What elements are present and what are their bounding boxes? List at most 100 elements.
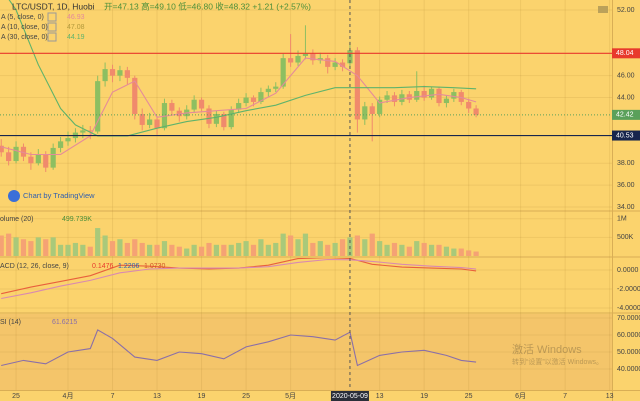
y-tick-label: 46.00 <box>617 73 635 80</box>
y-tick-label: 60.0000 <box>617 332 640 339</box>
y-tick-label: 40.0000 <box>617 366 640 373</box>
volume-bar <box>228 244 234 256</box>
candle-body <box>213 113 219 124</box>
candle-body <box>95 81 101 132</box>
candle-body <box>221 113 227 128</box>
volume-bar <box>451 248 457 256</box>
candle-body <box>265 88 271 93</box>
candle-body <box>288 58 294 63</box>
volume-bar <box>35 237 41 256</box>
pane-title: ACD (12, 26, close, 9) <box>0 263 69 270</box>
candle-body <box>384 95 390 100</box>
x-tick-label: 25 <box>242 393 250 400</box>
volume-bar <box>325 244 331 256</box>
candle-body <box>458 92 464 102</box>
volume-bar <box>161 241 168 256</box>
candle-body <box>0 145 4 153</box>
y-tick-label: 34.00 <box>617 204 635 211</box>
volume-bar <box>43 239 49 256</box>
x-tick-label: 13 <box>153 393 161 400</box>
y-tick-label: -2.0000 <box>617 286 640 293</box>
line-series <box>1 329 477 367</box>
candle-body <box>466 101 472 109</box>
volume-bar <box>466 250 472 256</box>
candle-body <box>436 88 442 104</box>
lines <box>1 329 477 367</box>
legend-name: A (10, close, 0) <box>1 24 48 31</box>
legend-value: 44.19 <box>67 34 85 41</box>
volume-bar <box>13 237 19 256</box>
candle-body <box>332 62 338 67</box>
candle-body <box>109 69 116 76</box>
legend-value: 47.08 <box>67 24 85 31</box>
volume-bar <box>317 241 323 256</box>
candle-body <box>87 130 93 132</box>
volume-bar <box>421 242 427 256</box>
volume-bar <box>0 235 4 256</box>
x-tick-label: 25 <box>465 393 473 400</box>
candle-body <box>147 119 153 125</box>
y-tick-label: 52.00 <box>617 7 635 14</box>
pane-title: olume (20) <box>0 216 33 223</box>
volume-bar <box>132 239 138 256</box>
lines <box>1 258 477 300</box>
price-tag <box>612 48 640 59</box>
candles <box>0 0 479 173</box>
candle-body <box>280 58 286 87</box>
candle-body <box>399 94 405 102</box>
candle-body <box>124 70 130 78</box>
legend-box <box>47 22 57 32</box>
candle-body <box>43 154 49 168</box>
candle-body <box>236 103 242 110</box>
legend-value: 46.93 <box>67 14 85 21</box>
volume-bar <box>176 246 182 256</box>
volume-bar <box>436 244 442 256</box>
watermark: 激活 Windows <box>512 342 582 356</box>
volume-bar <box>191 244 197 256</box>
x-tick-label: 13 <box>376 393 384 400</box>
rsi-background <box>0 314 612 390</box>
volume-bar <box>169 244 175 256</box>
candle-body <box>295 55 301 63</box>
x-tick-label: 13 <box>606 393 614 400</box>
x-tick-label: 5月 <box>285 392 296 400</box>
candle-body <box>406 94 412 100</box>
legend-name: A (5, close, 0) <box>1 14 44 21</box>
candle-body <box>325 58 331 67</box>
pane-title: SI (14) <box>0 319 21 326</box>
legend-name: A (30, close, 0) <box>1 34 48 41</box>
ohlc-readout: 开=47.13 高=49.10 低=46.80 收=48.32 +1.21 (+… <box>104 1 311 11</box>
candle-body <box>243 97 249 104</box>
x-tick-label: 19 <box>420 393 428 400</box>
pane-readout: 1.0730 <box>144 263 166 270</box>
y-tick-label: 38.00 <box>617 160 635 167</box>
candle-body <box>302 53 309 56</box>
price-tag-label: 42.42 <box>616 112 634 119</box>
volume-bar <box>428 244 435 256</box>
volume-bar <box>280 233 286 256</box>
legend-box <box>47 12 57 22</box>
candle-body <box>154 119 160 129</box>
volume-bar <box>65 244 71 256</box>
volume-bar <box>28 241 34 256</box>
volume-bar <box>72 242 79 256</box>
candle-body <box>421 90 427 98</box>
volume-bar <box>236 242 242 256</box>
volume-bar <box>117 239 123 256</box>
volume-bar <box>198 246 205 256</box>
candle-body <box>28 156 34 164</box>
legend-box <box>47 32 57 42</box>
candle-body <box>169 103 175 111</box>
volume-bar <box>391 242 398 256</box>
candle-body <box>339 62 346 67</box>
volume-bar <box>377 241 383 256</box>
candle-body <box>65 138 71 142</box>
crosshair-tag <box>330 391 369 401</box>
candle-body <box>80 130 86 133</box>
volume-bar <box>406 246 412 256</box>
pane-readout: 1.2206 <box>118 263 140 270</box>
price-tag-label: 40.53 <box>616 132 634 139</box>
candle-body <box>428 88 435 98</box>
